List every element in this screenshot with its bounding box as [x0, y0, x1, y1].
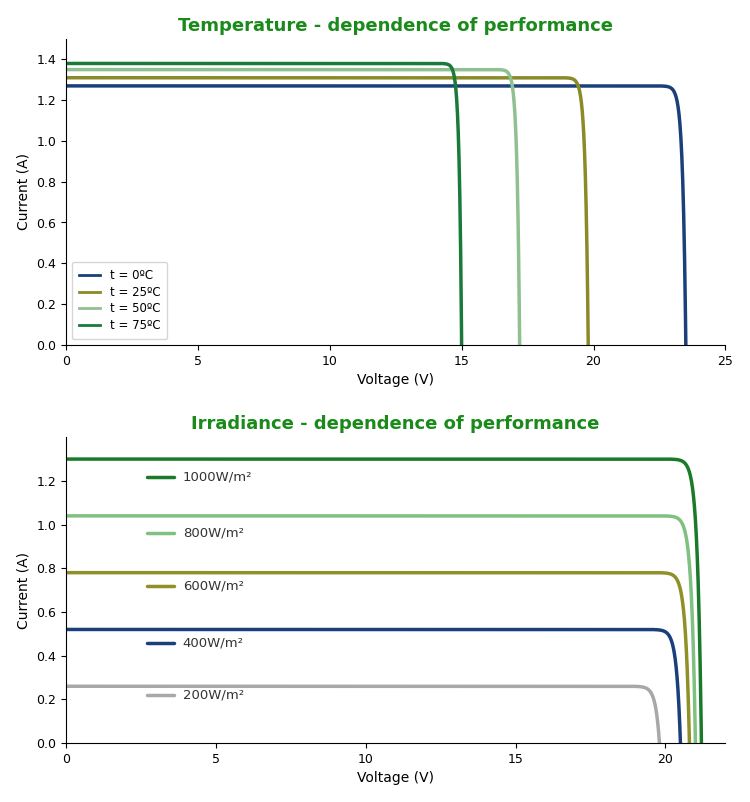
t = 25ºC	[568, 75, 578, 84]
Legend: t = 0ºC, t = 25ºC, t = 50ºC, t = 75ºC: t = 0ºC, t = 25ºC, t = 50ºC, t = 75ºC	[72, 262, 167, 339]
t = 25ºC	[62, 73, 70, 83]
Text: 800W/m²: 800W/m²	[183, 527, 244, 540]
t = 25ºC	[88, 73, 97, 83]
t = 75ºC	[82, 59, 91, 68]
Text: 400W/m²: 400W/m²	[183, 636, 244, 649]
Line: t = 25ºC: t = 25ºC	[66, 78, 588, 345]
t = 50ºC	[502, 67, 511, 76]
t = 0ºC	[62, 81, 70, 91]
t = 25ºC	[584, 340, 592, 350]
t = 0ºC	[550, 81, 559, 91]
X-axis label: Voltage (V): Voltage (V)	[357, 373, 434, 387]
t = 0ºC	[363, 81, 372, 91]
X-axis label: Voltage (V): Voltage (V)	[357, 772, 434, 785]
Text: 200W/m²: 200W/m²	[183, 688, 244, 702]
Line: t = 50ºC: t = 50ºC	[66, 70, 520, 345]
Line: t = 0ºC: t = 0ºC	[66, 86, 686, 345]
t = 50ºC	[419, 65, 428, 75]
Title: Temperature - dependence of performance: Temperature - dependence of performance	[178, 17, 614, 34]
t = 50ºC	[502, 67, 511, 76]
t = 75ºC	[62, 59, 70, 68]
t = 25ºC	[472, 73, 482, 83]
Line: t = 75ºC: t = 75ºC	[66, 63, 461, 345]
t = 50ºC	[270, 65, 279, 75]
t = 50ºC	[515, 340, 524, 350]
t = 75ºC	[446, 61, 454, 71]
t = 0ºC	[663, 82, 672, 91]
t = 25ºC	[316, 73, 325, 83]
t = 50ºC	[85, 65, 94, 75]
t = 50ºC	[282, 65, 291, 75]
t = 50ºC	[62, 65, 70, 75]
t = 0ºC	[663, 82, 672, 91]
t = 25ºC	[568, 75, 578, 84]
t = 75ºC	[243, 59, 252, 68]
t = 0ºC	[681, 340, 690, 350]
t = 75ºC	[457, 340, 466, 350]
Text: 1000W/m²: 1000W/m²	[183, 470, 252, 483]
t = 0ºC	[93, 81, 102, 91]
t = 75ºC	[373, 59, 382, 68]
Text: 600W/m²: 600W/m²	[183, 579, 244, 592]
t = 25ºC	[302, 73, 310, 83]
t = 75ºC	[446, 61, 454, 71]
Y-axis label: Current (A): Current (A)	[16, 552, 31, 629]
t = 0ºC	[346, 81, 355, 91]
Title: Irradiance - dependence of performance: Irradiance - dependence of performance	[191, 415, 600, 433]
t = 75ºC	[254, 59, 262, 68]
Y-axis label: Current (A): Current (A)	[16, 153, 31, 230]
